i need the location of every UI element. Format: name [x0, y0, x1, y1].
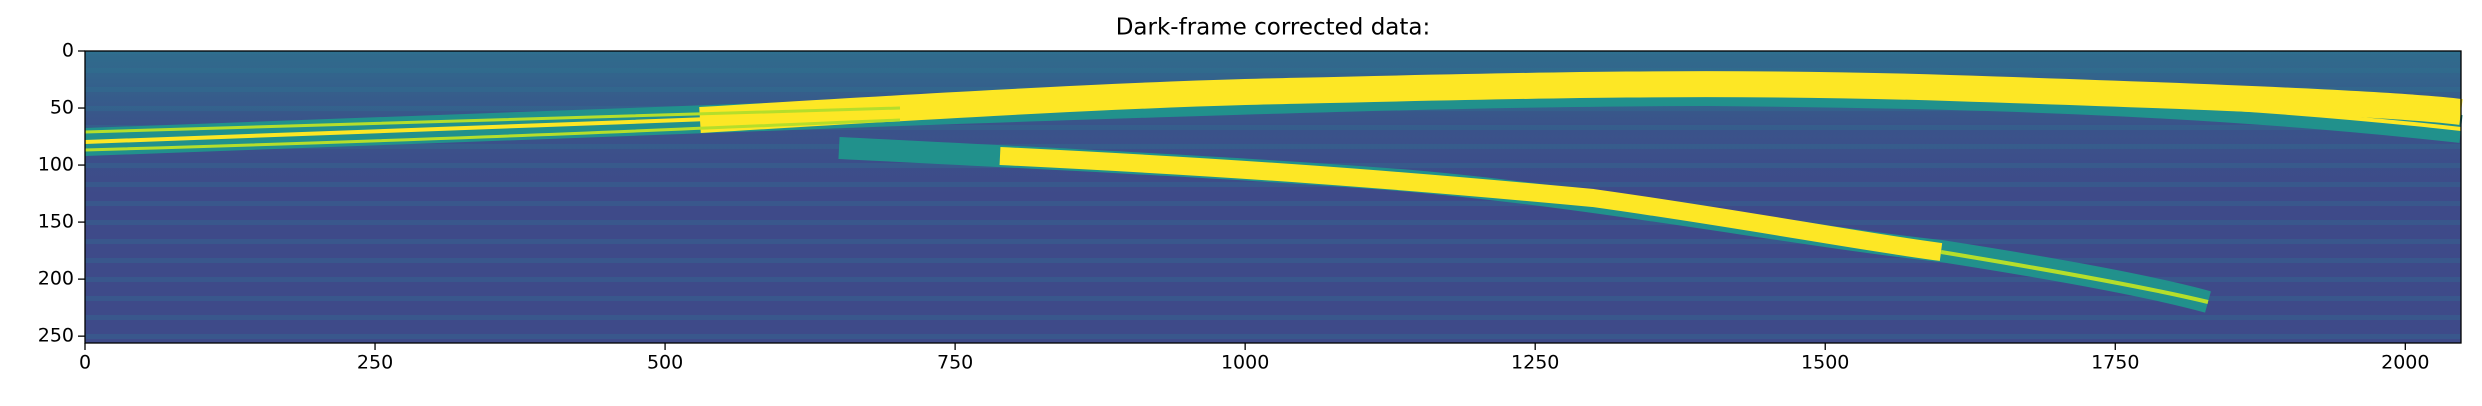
chart-title: Dark-frame corrected data: — [1116, 15, 1431, 41]
x-tick-label: 750 — [937, 352, 973, 374]
x-tick-label: 1000 — [1221, 352, 1269, 374]
y-tick-label: 250 — [38, 325, 74, 347]
x-tick-label: 2000 — [2381, 352, 2429, 374]
spectrum-band — [699, 71, 2463, 133]
y-tick-label: 0 — [62, 40, 74, 62]
image — [84, 50, 2463, 344]
x-tick-label: 1500 — [1801, 352, 1849, 374]
x-tick-label: 1250 — [1511, 352, 1559, 374]
spectrum-line — [1940, 250, 2209, 304]
y-tick-label: 150 — [38, 211, 74, 233]
y-tick-label: 50 — [50, 97, 74, 119]
x-tick-label: 0 — [79, 352, 91, 374]
spectrum-line — [84, 118, 901, 152]
y-tick-label: 200 — [38, 268, 74, 290]
spectrum-band — [999, 147, 1943, 261]
x-tick-label: 250 — [357, 352, 393, 374]
y-tick-label: 100 — [38, 154, 74, 176]
axes-frame — [84, 50, 2462, 344]
x-tick-label: 1750 — [2091, 352, 2139, 374]
x-tick-label: 500 — [647, 352, 683, 374]
